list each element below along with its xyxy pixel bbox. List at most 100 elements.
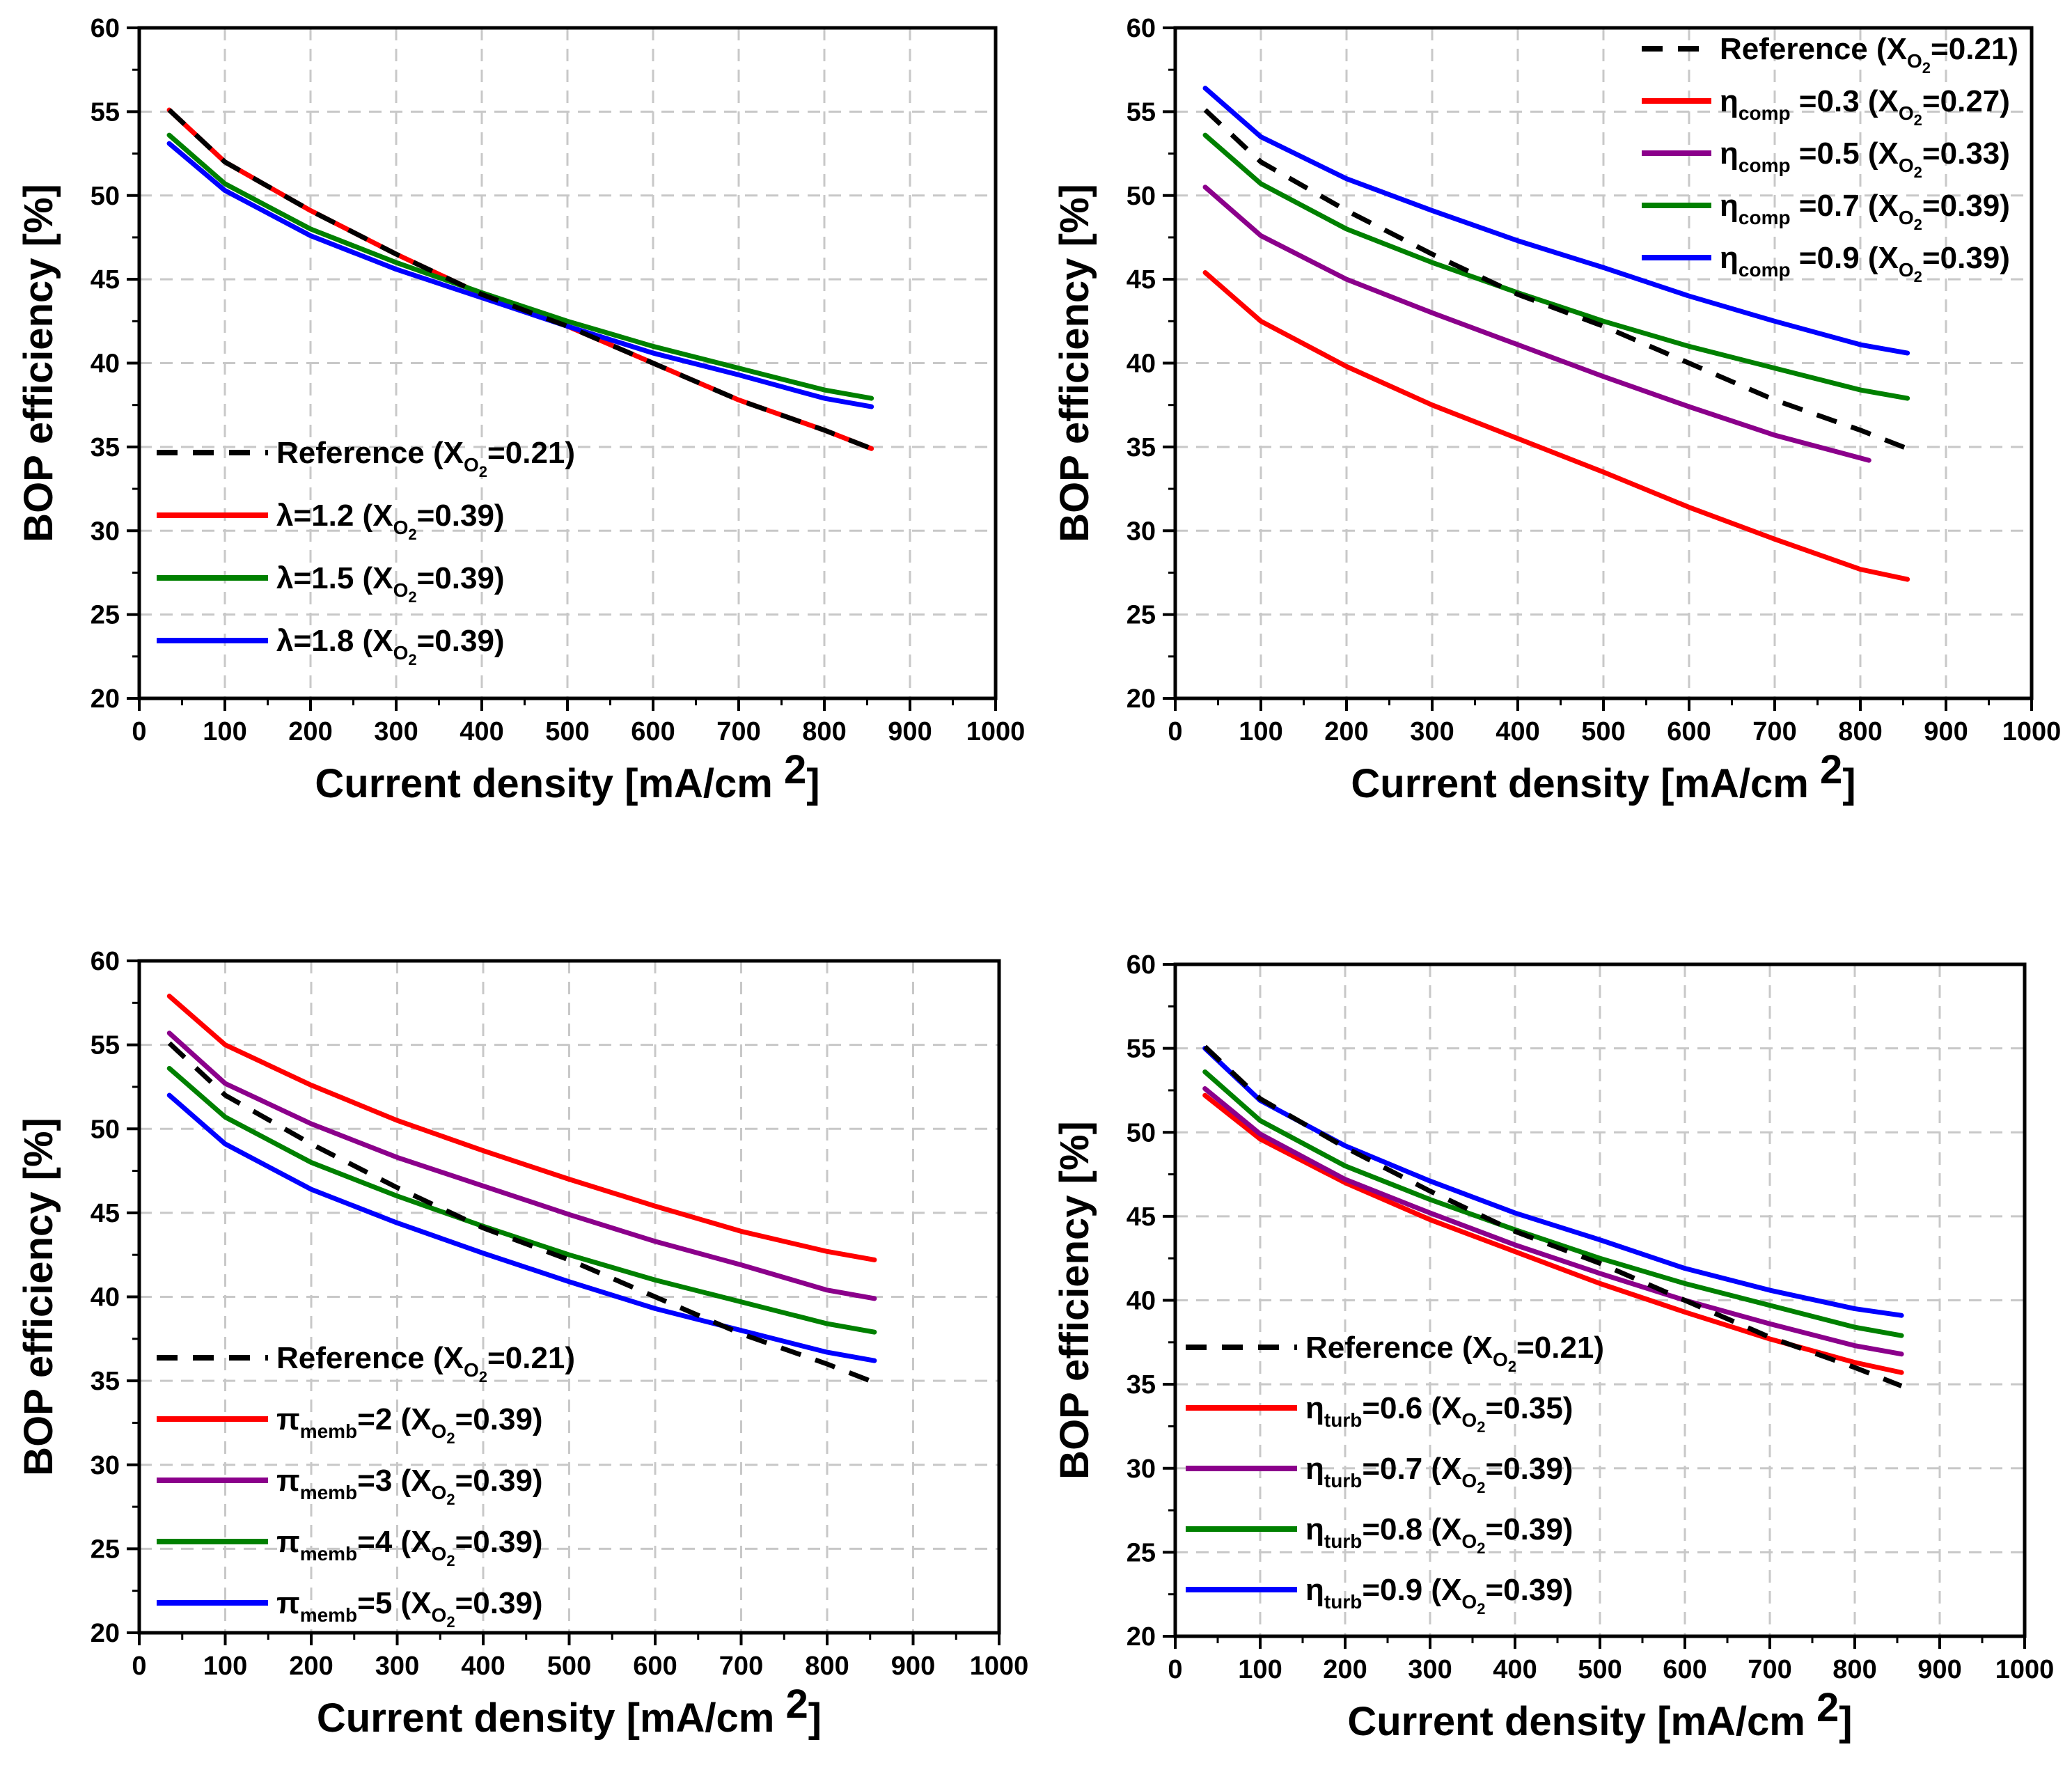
legend-sub2: 2 (1914, 164, 1922, 181)
legend-param-sub: turb (1324, 1591, 1362, 1613)
legend-param-sub: comp (1739, 259, 1791, 281)
legend-sub: O (393, 517, 409, 538)
y-tick-label: 45 (91, 1199, 120, 1228)
x-tick-label: 0 (132, 1652, 146, 1681)
legend-prefix: η (1305, 1512, 1324, 1546)
series-group (1202, 86, 1910, 582)
legend: Reference (XO2=0.21) ηcomp =0.3 (XO2=0.27… (1642, 32, 2018, 285)
legend-label-2: ηturb=0.7 (XO2=0.39) (1305, 1452, 1573, 1496)
x-tick-label: 800 (805, 1652, 849, 1681)
series-line-0 (167, 108, 872, 451)
y-tick-label: 30 (1127, 1455, 1156, 1484)
legend-sub2: 2 (446, 1613, 455, 1631)
legend-prefix: π (276, 1464, 300, 1498)
y-tick-label: 40 (91, 1283, 120, 1312)
legend-label-0: Reference (XO2=0.21) (1305, 1331, 1604, 1375)
x-axis-label-text: Current density [mA/cm (1351, 761, 1820, 806)
x-tick-label: 700 (719, 1652, 763, 1681)
y-tick-label: 40 (1127, 1287, 1156, 1316)
legend-suffix: =0.39) (417, 499, 505, 533)
legend-param-sub: memb (300, 1604, 357, 1626)
x-tick-label: 800 (802, 717, 846, 746)
x-axis-label-end: ] (1839, 1699, 1852, 1744)
legend-mid: =0.6 (X (1362, 1391, 1461, 1425)
series-line-1 (1202, 1092, 1904, 1375)
y-tick-label: 35 (91, 433, 120, 462)
x-tick-label: 900 (1917, 1655, 1961, 1684)
y-tick-label: 50 (1127, 182, 1156, 211)
legend-mid: =0.7 (X (1362, 1452, 1461, 1486)
legend-label-3: ηcomp =0.7 (XO2=0.39) (1720, 189, 2010, 233)
y-tick-label: 55 (91, 1031, 120, 1060)
x-tick-label: 100 (1238, 1655, 1282, 1684)
legend-sub: O (393, 642, 409, 664)
series-line-3 (1202, 1069, 1904, 1338)
y-tick-label: 55 (91, 97, 120, 127)
legend-mid: =5 (X (357, 1586, 431, 1620)
y-tick-label: 50 (91, 1115, 120, 1144)
legend-label-4: πmemb=5 (XO2=0.39) (276, 1586, 543, 1631)
legend-param-sub: memb (300, 1543, 357, 1565)
legend-sub: O (393, 579, 409, 601)
x-tick-label: 200 (1323, 1655, 1367, 1684)
x-tick-label: 100 (203, 717, 246, 746)
x-tick-label: 300 (375, 1652, 419, 1681)
legend-label-1: ηcomp =0.3 (XO2=0.27) (1720, 84, 2010, 129)
series-line-0 (1203, 1044, 1903, 1388)
legend-sub2: 2 (1508, 1358, 1516, 1375)
chart-panel-a: 0 100 200 300 400 500 600 700 800 900 1000 20 25 30 35… (0, 0, 1036, 863)
legend-sub2: 2 (1914, 111, 1922, 129)
x-tick-label: 300 (1410, 717, 1454, 746)
series-line-4 (166, 1092, 877, 1363)
y-tick-label: 45 (1127, 1202, 1156, 1232)
legend-sub2: 2 (1477, 1600, 1485, 1617)
x-tick-label: 0 (1168, 1655, 1182, 1684)
legend-prefix: Reference (X (1720, 32, 1907, 66)
y-tick-label: 35 (1127, 1370, 1156, 1400)
x-tick-label: 300 (1408, 1655, 1452, 1684)
legend-label-0: Reference (XO2=0.21) (1720, 32, 2018, 77)
series-line-2 (166, 1030, 877, 1301)
grid (1175, 26, 2033, 698)
grid (139, 26, 997, 698)
legend-sub: O (1461, 1591, 1477, 1613)
y-tick-label: 60 (1127, 950, 1156, 980)
y-tick-label: 30 (91, 1451, 120, 1480)
x-axis-label: Current density [mA/cm 2] (317, 1682, 822, 1741)
legend-sub: O (464, 454, 479, 476)
series-group (1202, 1044, 1904, 1388)
legend-suffix: =0.39) (1922, 241, 2010, 275)
axis-ticks: 0 100 200 300 400 500 600 700 800 900 1000 20 25 30 35… (91, 947, 1029, 1681)
legend-mid: =0.7 (X (1791, 189, 1899, 223)
legend-prefix: η (1305, 1391, 1324, 1425)
legend-prefix: λ=1.8 (X (276, 624, 393, 658)
legend-sub: O (1899, 102, 1914, 124)
legend-sub: O (1461, 1409, 1477, 1431)
legend-param-sub: memb (300, 1420, 357, 1442)
x-axis-label: Current density [mA/cm 2] (1351, 747, 1855, 806)
x-tick-label: 900 (888, 717, 932, 746)
legend-sub2: 2 (1914, 268, 1922, 285)
series-line-1 (1202, 269, 1910, 582)
chart-svg-b: 0 100 200 300 400 500 600 700 800 900 1000 20 25 30 35… (1052, 14, 2061, 806)
x-tick-label: 200 (288, 717, 332, 746)
x-axis-label: Current density [mA/cm 2] (1347, 1685, 1852, 1744)
x-tick-label: 300 (374, 717, 418, 746)
y-tick-label: 20 (1127, 1622, 1156, 1652)
legend-param-sub: memb (300, 1482, 357, 1503)
x-axis-label-end: ] (1842, 761, 1855, 806)
y-tick-label: 25 (1127, 601, 1156, 630)
x-tick-label: 400 (1493, 1655, 1537, 1684)
series-line-3 (166, 141, 874, 409)
chart-svg-c: 0 100 200 300 400 500 600 700 800 900 1000 20 25 30 35… (16, 947, 1029, 1741)
legend-sub: O (1899, 155, 1914, 176)
legend-param-sub: turb (1324, 1530, 1362, 1552)
y-tick-label: 45 (91, 265, 120, 295)
x-axis-label-text: Current density [mA/cm (317, 1695, 786, 1741)
legend-mid: =0.9 (X (1791, 241, 1899, 275)
x-axis-label-end: ] (806, 761, 819, 806)
legend-label-3: λ=1.8 (XO2=0.39) (276, 624, 505, 668)
legend-prefix: η (1720, 189, 1739, 223)
legend-prefix: η (1720, 136, 1739, 171)
y-tick-label: 30 (1127, 517, 1156, 546)
